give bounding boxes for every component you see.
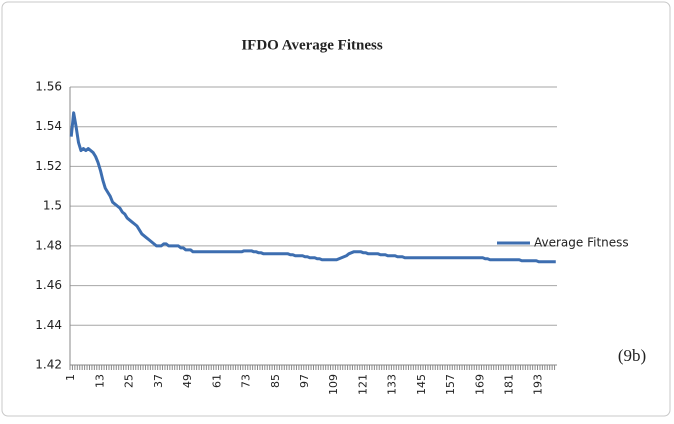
- x-tick-label: 49: [181, 374, 194, 388]
- x-tick-label: 121: [356, 374, 369, 395]
- legend-label: Average Fitness: [534, 236, 629, 250]
- x-tick-label: 109: [327, 374, 340, 395]
- y-tick-label: 1.42: [35, 358, 62, 372]
- y-tick-label: 1.54: [35, 119, 62, 133]
- x-tick-label: 61: [210, 374, 223, 388]
- data-line: [69, 111, 556, 264]
- x-tick-label: 73: [240, 374, 253, 388]
- x-tick-label: 85: [269, 374, 282, 388]
- chart-title: IFDO Average Fitness: [241, 37, 383, 53]
- y-tick-label: 1.46: [35, 278, 62, 292]
- y-tick-label: 1.56: [35, 80, 62, 94]
- x-tick-label: 193: [532, 374, 545, 395]
- x-tick-label: 25: [123, 374, 136, 388]
- x-tick-label: 181: [503, 374, 516, 395]
- x-tick-label: 1: [64, 374, 77, 381]
- x-tick-label: 37: [152, 374, 165, 388]
- x-tick-label: 157: [444, 374, 457, 395]
- y-tick-label: 1.44: [35, 318, 62, 332]
- x-tick-label: 169: [473, 374, 486, 395]
- x-tick-label: 13: [93, 374, 106, 388]
- y-tick-label: 1.5: [43, 199, 62, 213]
- x-tick-label: 97: [298, 374, 311, 388]
- chart-border: [1, 1, 671, 417]
- x-tick-label: 145: [415, 374, 428, 395]
- y-tick-label: 1.48: [35, 238, 62, 252]
- y-tick-label: 1.52: [35, 159, 62, 173]
- annotation: (9b): [618, 346, 646, 365]
- x-tick-label: 133: [386, 374, 399, 395]
